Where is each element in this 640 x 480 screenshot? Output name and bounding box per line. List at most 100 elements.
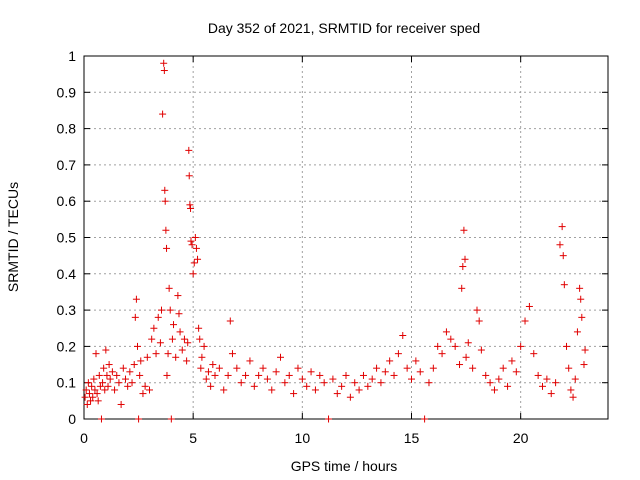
data-point [160, 67, 168, 75]
ticks: 00.10.20.30.40.50.60.70.80.910 5 10 15 20 [57, 48, 608, 446]
data-point [159, 110, 167, 118]
data-point [421, 415, 429, 423]
data-point [351, 379, 359, 387]
x-axis-label: GPS time / hours [291, 458, 398, 474]
data-point [242, 371, 250, 379]
data-point [130, 361, 138, 369]
data-point [456, 361, 464, 369]
data-point [183, 357, 191, 365]
data-point [578, 313, 586, 321]
data-point [333, 390, 341, 398]
data-point [285, 371, 293, 379]
data-point [543, 375, 551, 383]
data-point [164, 350, 172, 358]
data-point [152, 350, 160, 358]
x-tick-label: 15 [404, 430, 420, 446]
data-point [338, 382, 346, 390]
data-point [204, 368, 212, 376]
data-point [386, 357, 394, 365]
data-point [192, 244, 200, 252]
data-point [163, 244, 171, 252]
data-point [141, 382, 149, 390]
data-point [377, 379, 385, 387]
data-point [447, 335, 455, 343]
data-point [394, 350, 402, 358]
data-point [102, 346, 110, 354]
data-point [84, 379, 92, 387]
data-point [119, 364, 127, 372]
data-point [97, 415, 105, 423]
data-point [577, 295, 585, 303]
data-point [469, 364, 477, 372]
data-point [459, 263, 467, 271]
y-tick-label: 0.6 [57, 193, 77, 209]
data-point [111, 386, 119, 394]
y-tick-label: 0.3 [57, 302, 77, 318]
data-point [390, 371, 398, 379]
data-point [508, 357, 516, 365]
data-point [194, 255, 202, 263]
data-point [567, 386, 575, 394]
data-point [530, 350, 538, 358]
data-point [178, 346, 186, 354]
data-point [160, 59, 168, 67]
data-point [89, 393, 97, 401]
data-point [477, 346, 485, 354]
data-point [88, 382, 96, 390]
y-tick-label: 0.2 [57, 338, 77, 354]
data-point [563, 342, 571, 350]
data-point [558, 223, 566, 231]
data-point [373, 364, 381, 372]
data-point [154, 313, 162, 321]
data-point [121, 375, 129, 383]
data-point [458, 284, 466, 292]
data-point [165, 284, 173, 292]
data-point [87, 397, 95, 405]
data-point [559, 252, 567, 260]
data-point [290, 390, 298, 398]
data-point [460, 226, 468, 234]
y-axis-label: SRMTID / TECUs [5, 182, 21, 292]
data-point [170, 321, 178, 329]
data-point [81, 393, 89, 401]
y-tick-label: 1 [68, 48, 76, 64]
data-point [175, 310, 183, 318]
data-point [191, 234, 199, 241]
data-point [298, 375, 306, 383]
data-point [475, 317, 483, 325]
data-point [556, 241, 564, 249]
data-point [163, 371, 171, 379]
data-point [137, 357, 145, 365]
data-point [190, 259, 198, 267]
data-point [167, 415, 175, 423]
data-point [425, 379, 433, 387]
data-point [180, 335, 188, 343]
data-point [490, 386, 498, 394]
data-point [307, 368, 315, 376]
data-point [320, 379, 328, 387]
data-point [281, 379, 289, 387]
data-point [346, 393, 354, 401]
y-tick-label: 0.5 [57, 230, 77, 246]
data-point [228, 350, 236, 358]
data-point [207, 382, 215, 390]
data-point [92, 350, 100, 358]
data-point [95, 371, 103, 379]
data-point [325, 415, 333, 423]
data-point [162, 226, 170, 234]
data-point [272, 368, 280, 376]
data-point [259, 364, 267, 372]
data-point [93, 390, 101, 398]
data-point [108, 368, 116, 376]
data-point [473, 306, 481, 314]
y-tick-label: 0.8 [57, 121, 77, 137]
data-point [148, 335, 156, 343]
data-point [576, 284, 584, 292]
data-point [403, 364, 411, 372]
data-point [83, 400, 91, 408]
data-point [461, 255, 469, 263]
data-point [571, 375, 579, 383]
data-point [161, 186, 169, 194]
data-point [197, 364, 205, 372]
